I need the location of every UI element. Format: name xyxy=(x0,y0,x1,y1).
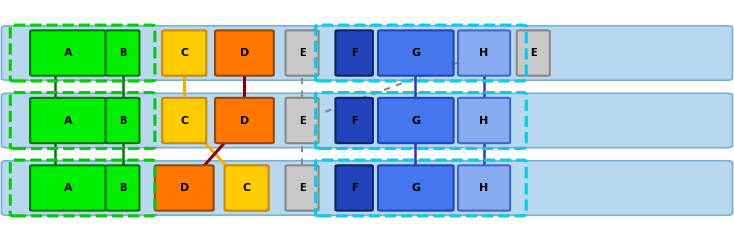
FancyBboxPatch shape xyxy=(162,98,206,143)
FancyBboxPatch shape xyxy=(458,165,510,211)
Text: G: G xyxy=(411,183,421,193)
FancyBboxPatch shape xyxy=(286,165,319,211)
FancyBboxPatch shape xyxy=(1,93,733,148)
FancyBboxPatch shape xyxy=(378,30,454,76)
Text: B: B xyxy=(119,183,126,193)
FancyBboxPatch shape xyxy=(335,98,373,143)
Text: E: E xyxy=(299,183,305,193)
FancyBboxPatch shape xyxy=(458,98,510,143)
FancyBboxPatch shape xyxy=(517,30,550,76)
Text: F: F xyxy=(351,48,357,58)
Text: H: H xyxy=(479,48,489,58)
Text: C: C xyxy=(180,48,189,58)
FancyBboxPatch shape xyxy=(335,30,373,76)
FancyBboxPatch shape xyxy=(1,26,733,80)
FancyBboxPatch shape xyxy=(106,98,139,143)
FancyBboxPatch shape xyxy=(1,161,733,215)
FancyBboxPatch shape xyxy=(106,30,139,76)
FancyBboxPatch shape xyxy=(335,165,373,211)
Text: H: H xyxy=(479,115,489,126)
FancyBboxPatch shape xyxy=(378,98,454,143)
Text: G: G xyxy=(411,48,421,58)
FancyBboxPatch shape xyxy=(286,98,319,143)
Text: C: C xyxy=(242,183,251,193)
Text: D: D xyxy=(240,115,249,126)
Text: B: B xyxy=(119,115,126,126)
Text: H: H xyxy=(479,183,489,193)
Text: C: C xyxy=(180,115,189,126)
Text: G: G xyxy=(411,115,421,126)
FancyBboxPatch shape xyxy=(458,30,510,76)
FancyBboxPatch shape xyxy=(378,165,454,211)
FancyBboxPatch shape xyxy=(30,165,106,211)
Text: A: A xyxy=(64,48,72,58)
Text: E: E xyxy=(530,48,537,58)
FancyBboxPatch shape xyxy=(106,165,139,211)
FancyBboxPatch shape xyxy=(30,30,106,76)
FancyBboxPatch shape xyxy=(30,98,106,143)
FancyBboxPatch shape xyxy=(215,30,274,76)
Text: F: F xyxy=(351,115,357,126)
Text: B: B xyxy=(119,48,126,58)
FancyBboxPatch shape xyxy=(155,165,214,211)
FancyBboxPatch shape xyxy=(286,30,319,76)
Text: A: A xyxy=(64,183,72,193)
Text: D: D xyxy=(240,48,249,58)
Text: A: A xyxy=(64,115,72,126)
Text: E: E xyxy=(299,115,305,126)
FancyBboxPatch shape xyxy=(162,30,206,76)
Text: E: E xyxy=(299,48,305,58)
Text: F: F xyxy=(351,183,357,193)
Text: D: D xyxy=(180,183,189,193)
FancyBboxPatch shape xyxy=(225,165,269,211)
FancyBboxPatch shape xyxy=(215,98,274,143)
